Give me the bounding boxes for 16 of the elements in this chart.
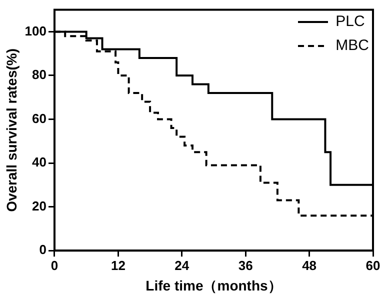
- x-tick-label: 36: [238, 258, 253, 273]
- x-tick-label: 12: [110, 258, 126, 273]
- legend-label: MBC: [336, 36, 369, 56]
- legend-label: PLC: [336, 12, 365, 32]
- x-tick-label: 48: [302, 258, 317, 273]
- x-axis-title: Life time（months）: [146, 277, 282, 294]
- y-axis-title: Overall survival rates(%): [3, 48, 20, 212]
- x-tick-label: 60: [366, 258, 380, 273]
- x-tick-label: 0: [50, 258, 58, 273]
- y-tick-label: 0: [39, 242, 46, 258]
- y-tick-label: 80: [32, 67, 46, 82]
- y-tick-label: 60: [32, 110, 46, 126]
- y-tick-label: 20: [32, 198, 46, 214]
- y-tick-label: 40: [32, 154, 46, 170]
- y-tick-label: 100: [24, 23, 46, 38]
- x-tick-label: 24: [174, 258, 190, 273]
